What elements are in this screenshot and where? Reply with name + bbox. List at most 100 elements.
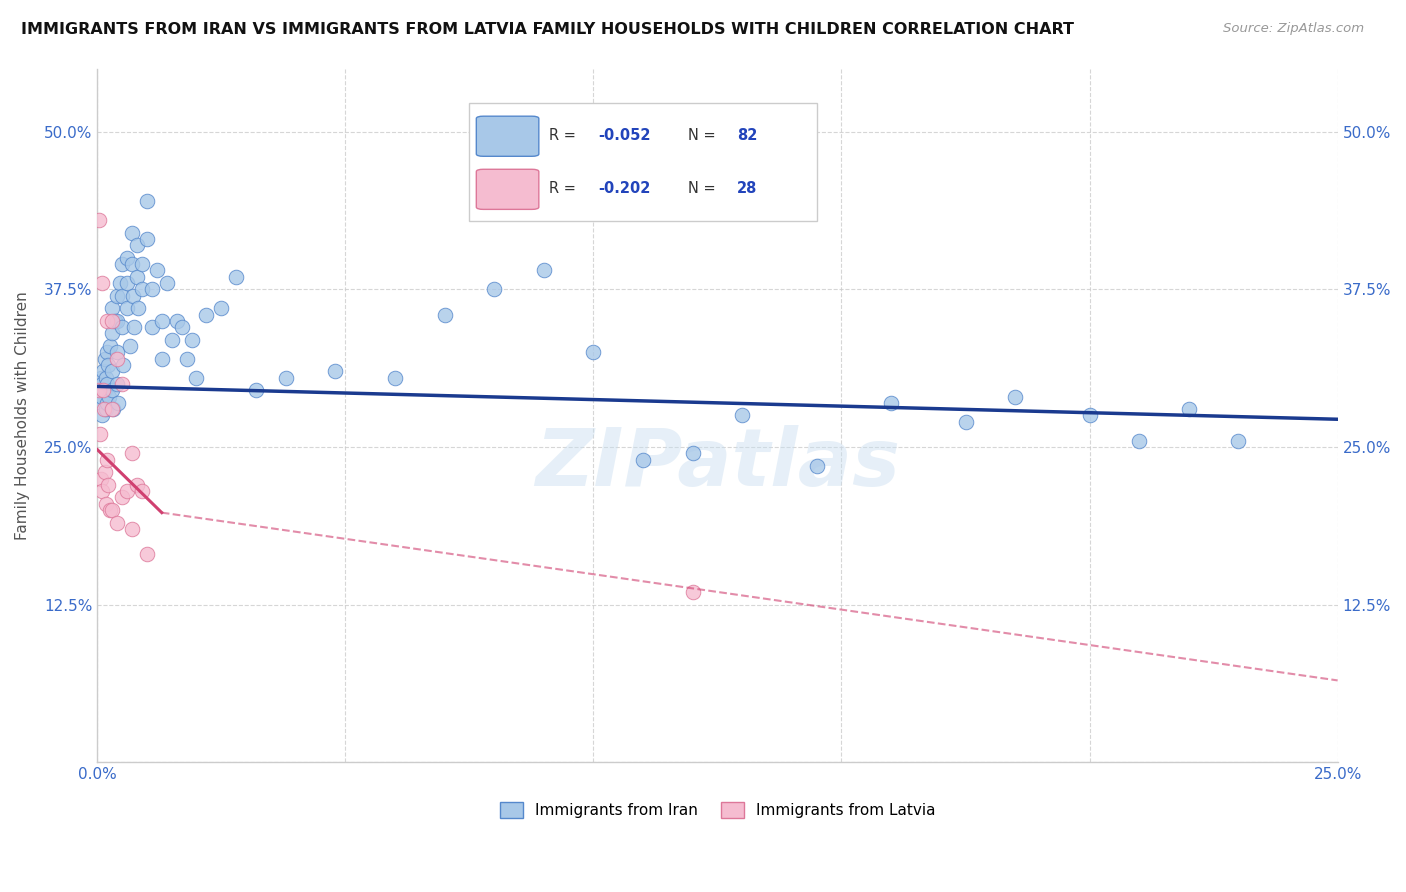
Point	[96, 345, 118, 359]
Point	[93, 351, 115, 366]
Point	[150, 351, 173, 366]
Point	[105, 345, 128, 359]
Point	[121, 446, 143, 460]
Point	[1178, 402, 1201, 417]
Point	[209, 301, 232, 316]
Y-axis label: Family Households with Children: Family Households with Children	[15, 291, 30, 540]
Point	[135, 194, 157, 208]
Point	[325, 364, 347, 378]
Point	[135, 547, 157, 561]
Point	[1078, 409, 1101, 423]
Point	[731, 409, 754, 423]
Point	[118, 339, 141, 353]
Point	[101, 383, 124, 397]
Point	[97, 478, 120, 492]
Point	[112, 358, 135, 372]
Point	[631, 452, 654, 467]
Point	[91, 409, 114, 423]
Point	[115, 251, 138, 265]
Point	[101, 314, 124, 328]
Point	[97, 358, 120, 372]
Point	[101, 503, 124, 517]
Point	[96, 497, 118, 511]
Text: ZIPatlas: ZIPatlas	[534, 425, 900, 503]
Point	[101, 301, 124, 316]
Point	[115, 301, 138, 316]
Point	[433, 308, 456, 322]
Point	[482, 282, 505, 296]
Point	[94, 402, 117, 417]
Point	[121, 522, 143, 536]
Point	[108, 276, 131, 290]
Legend: Immigrants from Iran, Immigrants from Latvia: Immigrants from Iran, Immigrants from La…	[494, 796, 942, 824]
Point	[225, 269, 247, 284]
Point	[141, 320, 163, 334]
Point	[98, 503, 121, 517]
Point	[96, 452, 118, 467]
Point	[1128, 434, 1150, 448]
Point	[682, 446, 704, 460]
Point	[166, 314, 188, 328]
Point	[170, 320, 193, 334]
Point	[682, 585, 704, 599]
Point	[533, 263, 555, 277]
Point	[96, 396, 118, 410]
Point	[111, 376, 134, 391]
Point	[125, 238, 148, 252]
Point	[87, 213, 110, 227]
Point	[101, 402, 124, 417]
Point	[97, 390, 120, 404]
Point	[89, 383, 111, 397]
Point	[101, 402, 124, 417]
Point	[245, 383, 267, 397]
Point	[127, 301, 149, 316]
Point	[90, 396, 112, 410]
Point	[806, 458, 828, 473]
Point	[124, 320, 146, 334]
Point	[89, 383, 111, 397]
Point	[160, 333, 183, 347]
Point	[115, 484, 138, 499]
Point	[111, 320, 134, 334]
Point	[111, 288, 134, 302]
Point	[131, 484, 153, 499]
Point	[93, 383, 115, 397]
Point	[135, 232, 157, 246]
Point	[90, 472, 112, 486]
Point	[125, 269, 148, 284]
Point	[122, 288, 145, 302]
Point	[105, 516, 128, 530]
Point	[131, 282, 153, 296]
Point	[121, 226, 143, 240]
Point	[1227, 434, 1250, 448]
Point	[180, 333, 202, 347]
Point	[105, 288, 128, 302]
Point	[101, 326, 124, 341]
Point	[150, 314, 173, 328]
Point	[274, 370, 297, 384]
Point	[582, 345, 605, 359]
Point	[125, 478, 148, 492]
Point	[186, 370, 208, 384]
Point	[955, 415, 977, 429]
Point	[1004, 390, 1026, 404]
Point	[104, 314, 127, 328]
Point	[90, 370, 112, 384]
Point	[96, 376, 118, 391]
Point	[101, 364, 124, 378]
Point	[105, 314, 128, 328]
Text: Source: ZipAtlas.com: Source: ZipAtlas.com	[1223, 22, 1364, 36]
Point	[141, 282, 163, 296]
Point	[121, 257, 143, 271]
Point	[91, 364, 114, 378]
Text: IMMIGRANTS FROM IRAN VS IMMIGRANTS FROM LATVIA FAMILY HOUSEHOLDS WITH CHILDREN C: IMMIGRANTS FROM IRAN VS IMMIGRANTS FROM …	[21, 22, 1074, 37]
Point	[880, 396, 903, 410]
Point	[98, 339, 121, 353]
Point	[91, 376, 114, 391]
Point	[93, 465, 115, 479]
Point	[111, 491, 134, 505]
Point	[195, 308, 218, 322]
Point	[91, 383, 114, 397]
Point	[96, 370, 118, 384]
Point	[93, 402, 115, 417]
